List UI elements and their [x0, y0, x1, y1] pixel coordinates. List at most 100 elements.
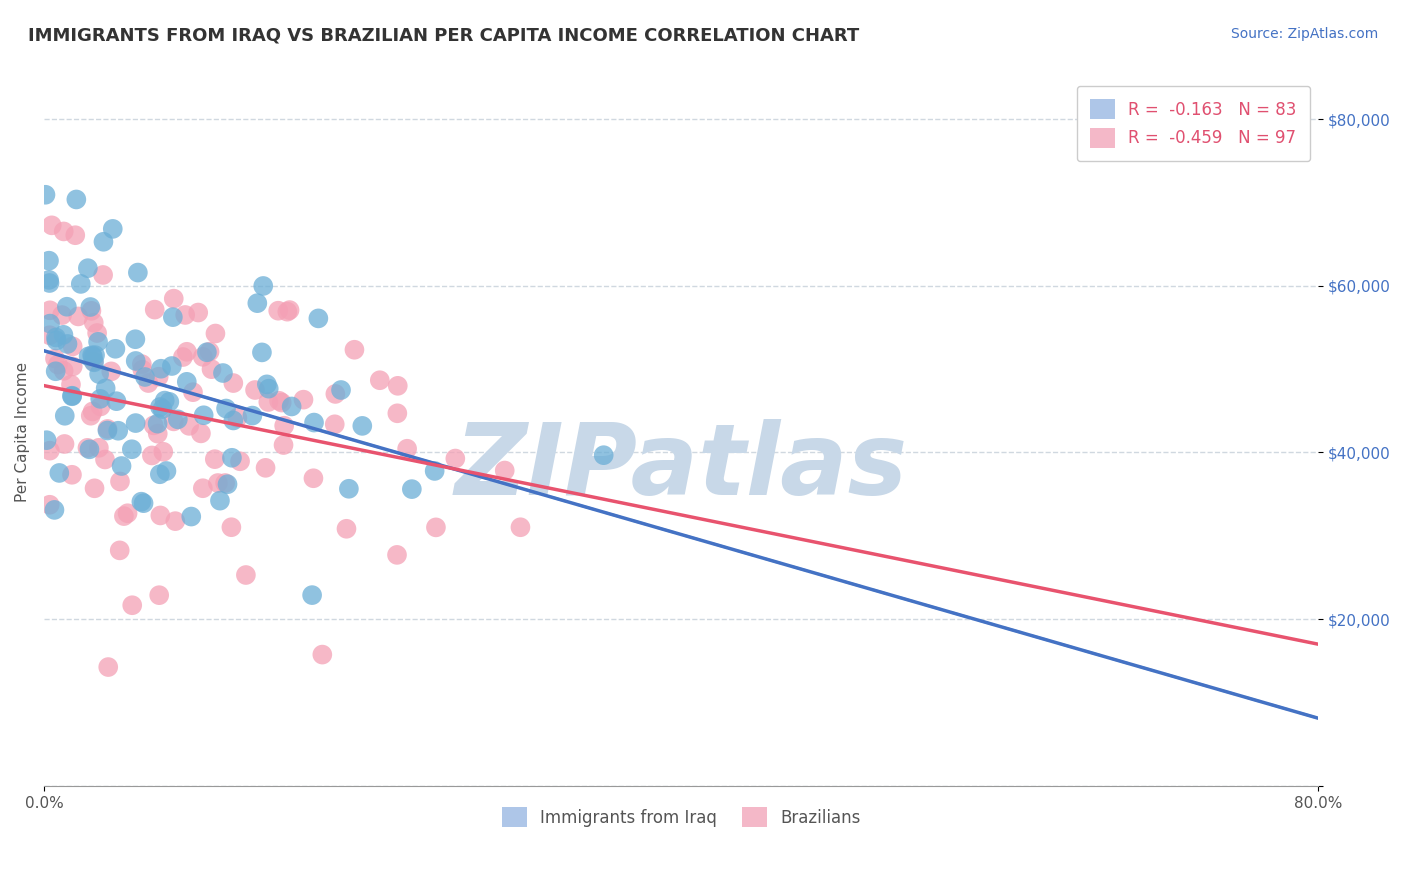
Point	[273, 438, 295, 452]
Point	[166, 412, 188, 426]
Point	[181, 385, 204, 400]
Point	[38, 276, 60, 290]
Point	[176, 375, 198, 389]
Point	[273, 418, 295, 433]
Point	[278, 303, 301, 318]
Point	[89, 392, 111, 406]
Text: IMMIGRANTS FROM IRAQ VS BRAZILIAN PER CAPITA INCOME CORRELATION CHART: IMMIGRANTS FROM IRAQ VS BRAZILIAN PER CA…	[28, 27, 859, 45]
Point	[257, 395, 280, 409]
Point	[100, 364, 122, 378]
Point	[267, 303, 290, 318]
Point	[146, 426, 169, 441]
Point	[200, 362, 222, 376]
Point	[127, 266, 149, 280]
Point	[149, 467, 172, 482]
Point	[387, 379, 409, 393]
Point	[146, 417, 169, 431]
Point	[108, 475, 131, 489]
Point	[214, 476, 236, 491]
Point	[56, 337, 79, 351]
Point	[93, 235, 115, 249]
Point	[423, 464, 446, 478]
Point	[97, 660, 120, 674]
Point	[52, 327, 75, 342]
Point	[163, 292, 186, 306]
Point	[125, 354, 148, 368]
Point	[124, 416, 146, 430]
Point	[246, 296, 269, 310]
Point	[229, 454, 252, 468]
Point	[401, 482, 423, 496]
Point	[242, 409, 264, 423]
Point	[180, 509, 202, 524]
Point	[110, 458, 132, 473]
Point	[65, 228, 87, 243]
Point	[38, 498, 60, 512]
Point	[343, 343, 366, 357]
Point	[222, 413, 245, 427]
Point	[193, 409, 215, 423]
Point	[509, 520, 531, 534]
Point	[87, 441, 110, 455]
Point	[280, 400, 302, 414]
Point	[69, 277, 91, 291]
Point	[34, 187, 56, 202]
Point	[217, 477, 239, 491]
Point	[235, 568, 257, 582]
Point	[256, 377, 278, 392]
Point	[323, 417, 346, 432]
Point	[172, 350, 194, 364]
Point	[83, 481, 105, 495]
Point	[44, 351, 66, 366]
Point	[592, 448, 614, 462]
Point	[187, 305, 209, 319]
Point	[35, 433, 58, 447]
Point	[250, 345, 273, 359]
Point	[150, 361, 173, 376]
Point	[41, 219, 63, 233]
Point	[51, 308, 73, 322]
Point	[162, 310, 184, 325]
Point	[60, 389, 83, 403]
Point	[80, 303, 103, 318]
Point	[142, 418, 165, 433]
Point	[45, 330, 67, 344]
Point	[107, 424, 129, 438]
Point	[148, 588, 170, 602]
Point	[494, 464, 516, 478]
Point	[38, 443, 60, 458]
Point	[148, 369, 170, 384]
Point	[198, 344, 221, 359]
Point	[143, 302, 166, 317]
Point	[131, 357, 153, 371]
Point	[62, 339, 84, 353]
Point	[325, 387, 347, 401]
Point	[212, 366, 235, 380]
Point	[444, 451, 467, 466]
Point	[83, 316, 105, 330]
Point	[368, 373, 391, 387]
Point	[44, 503, 66, 517]
Point	[94, 381, 117, 395]
Point	[45, 334, 67, 348]
Text: Source: ZipAtlas.com: Source: ZipAtlas.com	[1230, 27, 1378, 41]
Point	[39, 317, 62, 331]
Point	[45, 364, 67, 378]
Point	[191, 350, 214, 364]
Point	[53, 409, 76, 423]
Point	[65, 193, 87, 207]
Point	[79, 300, 101, 314]
Legend: Immigrants from Iraq, Brazilians: Immigrants from Iraq, Brazilians	[495, 800, 868, 834]
Point	[67, 310, 90, 324]
Point	[385, 548, 408, 562]
Point	[80, 409, 103, 423]
Point	[204, 452, 226, 467]
Point	[94, 452, 117, 467]
Point	[257, 382, 280, 396]
Point	[121, 599, 143, 613]
Point	[59, 377, 82, 392]
Point	[38, 253, 60, 268]
Point	[190, 426, 212, 441]
Point	[302, 471, 325, 485]
Point	[38, 303, 60, 318]
